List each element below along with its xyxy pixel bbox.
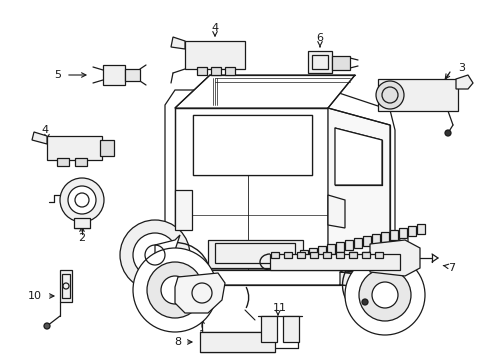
Bar bbox=[362, 236, 370, 246]
Polygon shape bbox=[160, 270, 345, 285]
Text: 6: 6 bbox=[316, 33, 323, 43]
Bar bbox=[224, 67, 235, 75]
Bar bbox=[284, 252, 291, 258]
Bar bbox=[345, 240, 352, 250]
Bar bbox=[389, 230, 397, 240]
Bar bbox=[326, 244, 334, 254]
Polygon shape bbox=[389, 235, 407, 285]
Text: 2: 2 bbox=[78, 233, 85, 243]
Bar bbox=[407, 226, 415, 236]
Bar bbox=[74, 218, 90, 228]
Bar bbox=[210, 67, 221, 75]
Polygon shape bbox=[32, 132, 47, 144]
Polygon shape bbox=[175, 273, 224, 313]
Bar bbox=[311, 55, 327, 69]
Text: 5: 5 bbox=[54, 70, 61, 80]
Text: 3: 3 bbox=[458, 63, 465, 73]
Bar bbox=[361, 252, 369, 258]
Polygon shape bbox=[334, 128, 381, 185]
Circle shape bbox=[161, 276, 189, 304]
Polygon shape bbox=[339, 272, 394, 290]
Bar bbox=[100, 140, 114, 156]
Polygon shape bbox=[155, 235, 180, 265]
Bar bbox=[200, 332, 274, 352]
Text: 4: 4 bbox=[211, 23, 218, 33]
Text: 9: 9 bbox=[361, 287, 368, 297]
Polygon shape bbox=[160, 270, 164, 285]
Bar bbox=[60, 270, 72, 302]
Bar bbox=[207, 240, 303, 268]
Bar bbox=[307, 51, 331, 73]
Circle shape bbox=[133, 248, 217, 332]
Bar bbox=[348, 252, 356, 258]
Bar bbox=[398, 228, 406, 238]
Polygon shape bbox=[175, 75, 354, 108]
Text: 11: 11 bbox=[272, 303, 286, 313]
Text: 8: 8 bbox=[174, 337, 181, 347]
Circle shape bbox=[361, 299, 367, 305]
Text: 4: 4 bbox=[41, 125, 48, 135]
Bar bbox=[299, 250, 307, 260]
Text: 1: 1 bbox=[198, 330, 205, 340]
Polygon shape bbox=[327, 108, 389, 275]
Polygon shape bbox=[369, 240, 419, 276]
Polygon shape bbox=[175, 108, 327, 275]
Bar bbox=[353, 238, 361, 248]
Bar bbox=[380, 232, 388, 242]
Bar bbox=[47, 136, 102, 160]
Bar bbox=[283, 316, 298, 342]
Circle shape bbox=[60, 178, 104, 222]
Bar bbox=[269, 254, 399, 270]
Circle shape bbox=[147, 262, 203, 318]
Bar bbox=[335, 242, 343, 252]
Text: W: W bbox=[198, 290, 205, 296]
Bar bbox=[374, 252, 382, 258]
Circle shape bbox=[444, 130, 450, 136]
Circle shape bbox=[133, 233, 177, 277]
Polygon shape bbox=[327, 195, 345, 228]
Circle shape bbox=[44, 323, 50, 329]
Bar bbox=[75, 158, 87, 166]
Bar bbox=[125, 69, 140, 81]
Bar bbox=[261, 316, 276, 342]
Bar bbox=[331, 56, 349, 70]
Bar bbox=[317, 246, 325, 256]
Bar bbox=[309, 252, 317, 258]
Bar bbox=[416, 224, 424, 234]
Text: 10: 10 bbox=[28, 291, 42, 301]
Bar bbox=[103, 65, 125, 85]
Bar bbox=[377, 79, 457, 111]
Bar bbox=[296, 252, 305, 258]
Bar bbox=[323, 252, 330, 258]
Bar bbox=[57, 158, 69, 166]
Bar bbox=[184, 41, 244, 69]
Polygon shape bbox=[164, 90, 394, 280]
Polygon shape bbox=[175, 190, 192, 230]
Polygon shape bbox=[455, 75, 472, 89]
Circle shape bbox=[358, 269, 410, 321]
Circle shape bbox=[375, 81, 403, 109]
Circle shape bbox=[120, 220, 190, 290]
Circle shape bbox=[345, 255, 424, 335]
Polygon shape bbox=[171, 37, 184, 49]
Text: 7: 7 bbox=[447, 263, 455, 273]
Polygon shape bbox=[193, 115, 311, 175]
Bar bbox=[62, 274, 70, 298]
Polygon shape bbox=[155, 240, 175, 280]
Bar bbox=[197, 67, 206, 75]
Bar bbox=[215, 243, 294, 263]
Circle shape bbox=[68, 186, 96, 214]
Bar bbox=[335, 252, 343, 258]
Bar bbox=[308, 248, 316, 258]
Circle shape bbox=[371, 282, 397, 308]
Bar bbox=[270, 252, 279, 258]
Bar bbox=[371, 234, 379, 244]
